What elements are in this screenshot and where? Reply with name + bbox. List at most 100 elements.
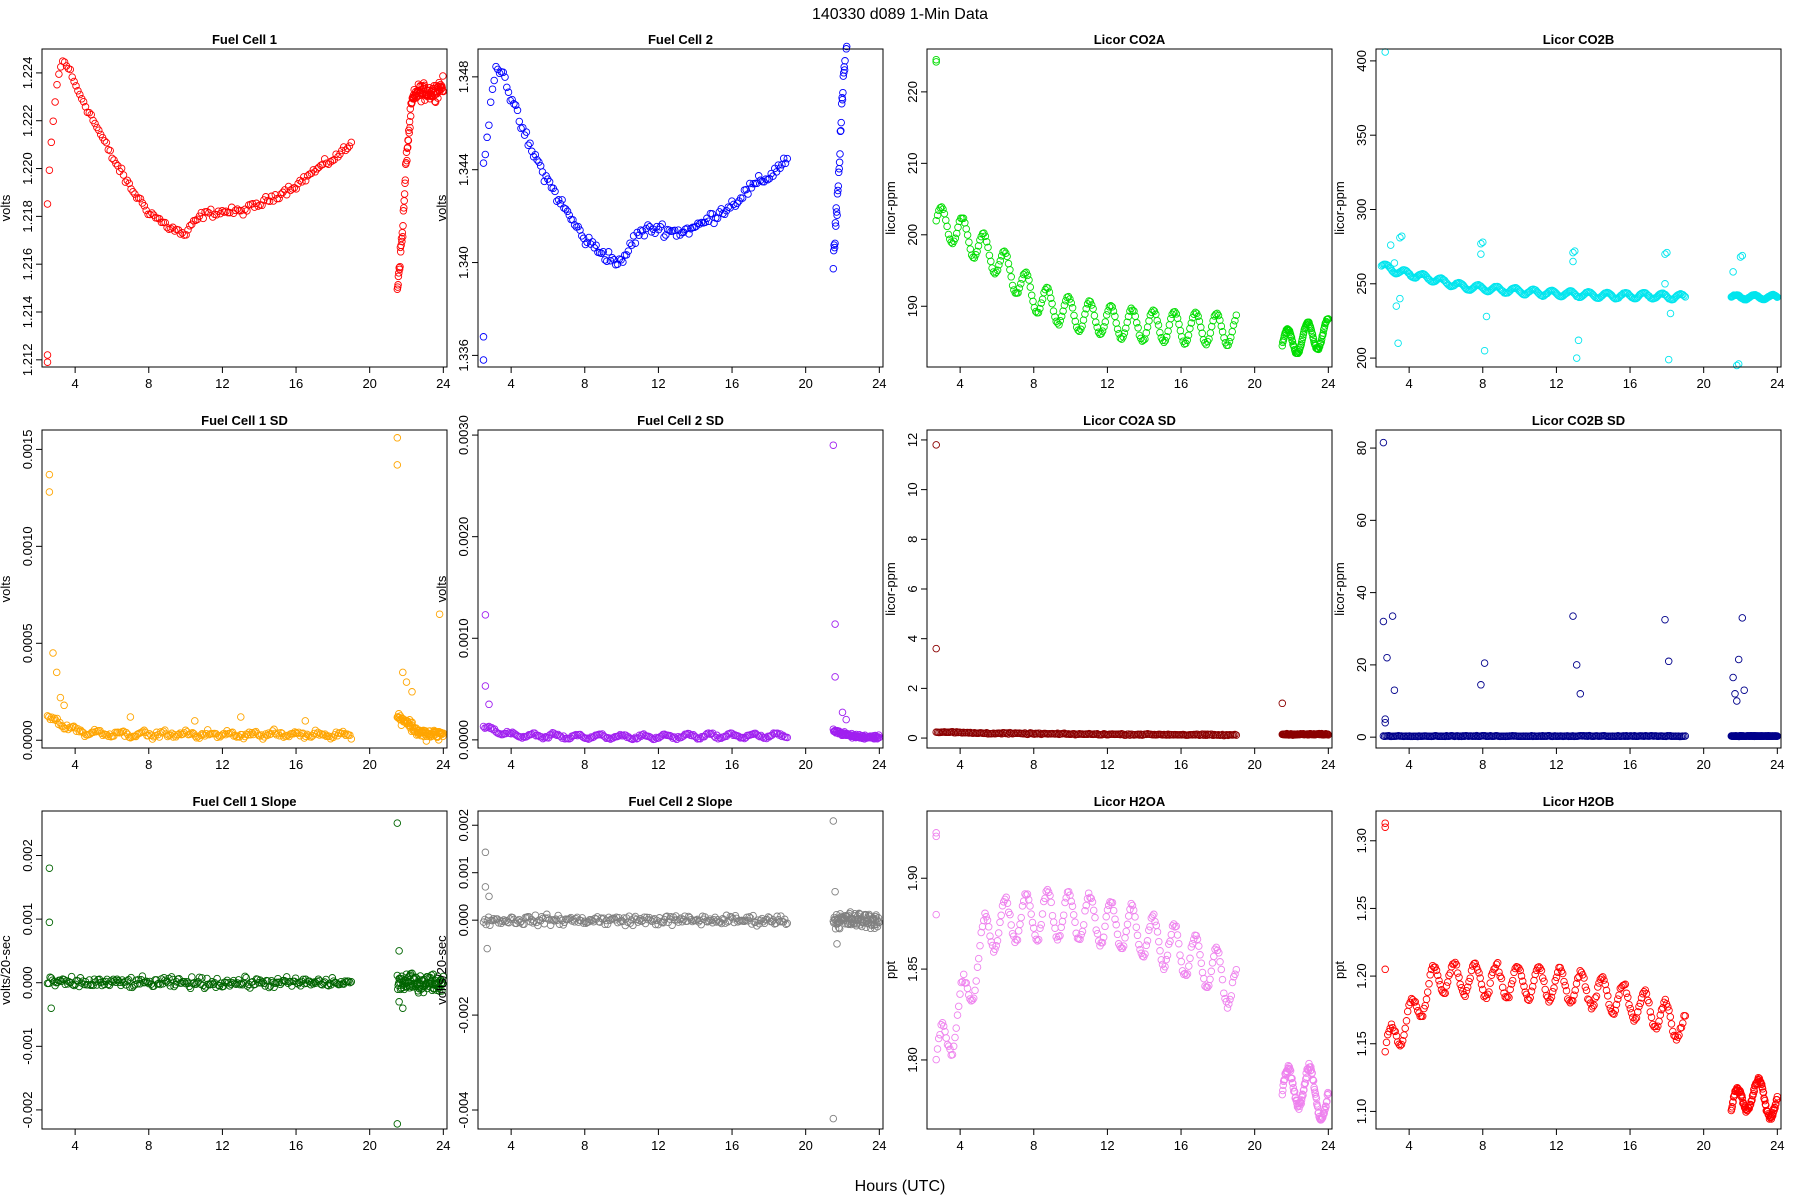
data-point xyxy=(1067,299,1075,307)
data-point xyxy=(214,981,223,989)
data-point xyxy=(1540,977,1548,986)
data-point xyxy=(1122,927,1130,936)
data-point xyxy=(969,994,978,1003)
x-tick-label: 12 xyxy=(215,1138,229,1153)
data-point xyxy=(1220,989,1228,997)
data-point xyxy=(72,727,81,735)
data-point xyxy=(1456,980,1464,989)
data-point xyxy=(1173,314,1182,323)
data-point xyxy=(1301,1079,1310,1087)
data-point xyxy=(1599,973,1607,981)
data-point xyxy=(148,209,156,217)
panel-title: Licor CO2B SD xyxy=(1532,413,1625,428)
data-point xyxy=(1113,325,1122,333)
data-point xyxy=(1493,959,1502,967)
data-point xyxy=(408,98,416,107)
data-point xyxy=(1477,250,1485,258)
data-point xyxy=(155,979,163,988)
data-point xyxy=(1048,299,1056,308)
x-tick-label: 12 xyxy=(215,757,229,772)
y-tick-label: 300 xyxy=(1354,199,1369,221)
x-tick-label: 8 xyxy=(1030,757,1037,772)
y-tick-label: 200 xyxy=(905,224,920,246)
data-point xyxy=(650,914,659,923)
data-point xyxy=(1625,1000,1633,1009)
data-point xyxy=(994,929,1003,937)
data-point xyxy=(932,58,940,66)
data-point xyxy=(214,207,223,215)
data-point xyxy=(1226,995,1234,1004)
data-point xyxy=(298,178,306,186)
data-point xyxy=(198,974,206,982)
data-point xyxy=(976,236,984,244)
data-point xyxy=(1086,893,1094,902)
data-point xyxy=(1141,950,1149,958)
x-tick-label: 4 xyxy=(508,376,515,391)
data-point xyxy=(1295,348,1303,356)
x-tick-label: 12 xyxy=(1549,376,1563,391)
data-point xyxy=(1426,971,1434,979)
data-point xyxy=(1187,943,1196,951)
data-point xyxy=(1152,921,1161,930)
data-point xyxy=(1287,333,1296,342)
data-point xyxy=(63,721,71,729)
data-point xyxy=(1324,315,1332,324)
data-point xyxy=(1229,321,1238,329)
data-point xyxy=(1394,339,1402,347)
y-tick-label: 20 xyxy=(1354,658,1369,672)
data-point xyxy=(780,915,789,924)
y-tick-label: 1.348 xyxy=(456,61,471,94)
data-point xyxy=(1279,1086,1287,1095)
data-point xyxy=(1058,917,1067,926)
data-point xyxy=(968,996,977,1004)
data-point xyxy=(1187,319,1196,327)
data-point xyxy=(1135,940,1143,949)
data-point xyxy=(873,922,882,931)
data-point xyxy=(962,979,970,987)
data-point xyxy=(1156,328,1164,337)
data-point xyxy=(742,185,750,194)
x-tick-label: 8 xyxy=(145,376,152,391)
data-point xyxy=(1641,986,1650,994)
y-tick-label: -0.004 xyxy=(456,1092,471,1129)
data-point xyxy=(486,98,495,106)
data-point xyxy=(1103,906,1112,914)
data-point xyxy=(290,183,299,192)
plot-frame xyxy=(1375,429,1782,749)
data-point xyxy=(526,139,534,147)
y-tick-label: 0.0000 xyxy=(456,720,471,760)
data-point xyxy=(1047,294,1055,302)
data-point xyxy=(1120,329,1129,337)
data-point xyxy=(1543,993,1552,1001)
data-point xyxy=(108,154,116,163)
data-point xyxy=(308,978,316,987)
data-point xyxy=(1728,1103,1736,1111)
data-point xyxy=(551,187,559,196)
y-tick-label: 220 xyxy=(905,81,920,103)
data-point xyxy=(242,973,250,982)
data-point xyxy=(681,225,690,234)
data-point xyxy=(417,97,425,106)
x-tick-label: 12 xyxy=(1549,1138,1563,1153)
y-tick-label: 1.90 xyxy=(905,866,920,891)
data-point xyxy=(1773,1096,1781,1104)
data-point xyxy=(76,726,85,735)
data-point xyxy=(1207,967,1216,976)
data-point xyxy=(438,87,447,95)
data-point xyxy=(951,1033,959,1042)
data-point xyxy=(399,207,408,215)
data-point xyxy=(481,150,490,159)
data-point xyxy=(479,333,488,341)
data-point xyxy=(628,241,636,249)
data-point xyxy=(1758,1085,1767,1093)
data-point xyxy=(100,730,108,738)
panel-title: Fuel Cell 2 Slope xyxy=(628,794,732,809)
data-point xyxy=(1443,978,1452,986)
data-point xyxy=(1090,311,1099,320)
data-point xyxy=(1386,241,1395,249)
data-point xyxy=(624,247,633,255)
data-point xyxy=(1059,307,1067,315)
data-point xyxy=(565,211,574,219)
x-tick-label: 16 xyxy=(289,757,303,772)
data-point xyxy=(1657,1005,1666,1014)
